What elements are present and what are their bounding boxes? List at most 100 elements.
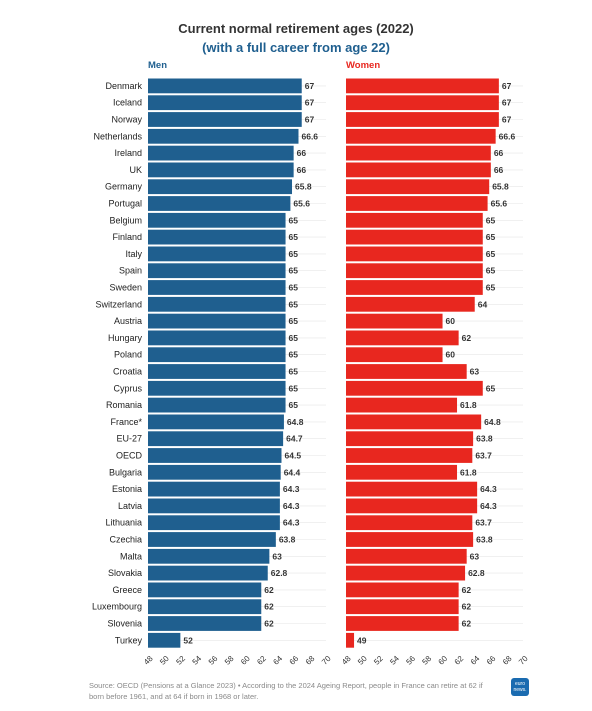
bar-men: [148, 179, 293, 195]
bar-women: [346, 616, 459, 631]
bar-women: [346, 95, 499, 111]
data-label: 65: [289, 283, 299, 293]
bar-men: [148, 616, 262, 631]
data-label: 62: [462, 619, 472, 629]
category-label: Bulgaria: [109, 467, 142, 477]
x-tick-label: 70: [320, 654, 333, 667]
data-label: 65: [289, 400, 299, 410]
bar-women: [346, 246, 483, 262]
data-label: 65.6: [491, 199, 508, 209]
bar-women: [346, 448, 473, 463]
category-label: Luxembourg: [92, 602, 142, 612]
x-tick-label: 70: [517, 654, 530, 667]
x-tick-label: 68: [501, 654, 514, 667]
data-label: 63.8: [476, 535, 493, 545]
data-label: 64.3: [283, 501, 300, 511]
bar-women: [346, 582, 459, 598]
data-label: 64.3: [480, 484, 497, 494]
data-label: 62: [462, 333, 472, 343]
bar-women: [346, 112, 499, 127]
bar-women: [346, 532, 474, 547]
bar-men: [148, 464, 281, 480]
category-label: OECD: [116, 451, 143, 461]
bar-men: [148, 212, 286, 228]
bar-women: [346, 565, 466, 581]
data-label: 63: [470, 551, 480, 561]
x-tick-label: 64: [271, 654, 284, 667]
bar-women: [346, 380, 483, 396]
bar-men: [148, 95, 302, 111]
chart-title: Current normal retirement ages (2022): [178, 21, 414, 36]
category-label: Lithuania: [105, 518, 142, 528]
bar-women: [346, 548, 467, 564]
data-label: 66.6: [301, 131, 318, 141]
bar-women: [346, 78, 499, 94]
bar-women: [346, 599, 459, 615]
category-label: Cyprus: [113, 383, 142, 393]
category-label: Czechia: [109, 535, 142, 545]
bar-men: [148, 145, 294, 161]
data-label: 64.3: [283, 484, 300, 494]
data-label: 65.8: [295, 182, 312, 192]
category-label: Ireland: [114, 148, 142, 158]
x-tick-label: 48: [142, 654, 155, 667]
bar-women: [346, 330, 459, 346]
bar-women: [346, 481, 478, 497]
bar-women: [346, 347, 443, 363]
x-tick-label: 54: [191, 654, 204, 667]
category-label: Norway: [111, 115, 142, 125]
source-note: Source: OECD (Pensions at a Glance 2023)…: [89, 681, 483, 701]
data-label: 65: [289, 215, 299, 225]
data-label: 67: [305, 81, 315, 91]
data-label: 63: [470, 367, 480, 377]
data-label: 49: [357, 635, 367, 645]
bar-men: [148, 229, 286, 245]
data-label: 62: [462, 585, 472, 595]
x-tick-label: 56: [404, 654, 417, 667]
category-label: Germany: [105, 182, 143, 192]
x-tick-label: 50: [158, 654, 171, 667]
data-label: 65: [486, 249, 496, 259]
bar-men: [148, 280, 286, 295]
category-label: Austria: [114, 316, 142, 326]
bar-women: [346, 414, 482, 430]
data-label: 65: [486, 383, 496, 393]
data-label: 64.5: [285, 451, 302, 461]
category-label: UK: [129, 165, 142, 175]
bar-women: [346, 498, 478, 514]
data-label: 63: [272, 551, 282, 561]
data-label: 63.7: [475, 451, 492, 461]
data-label: 61.8: [460, 467, 477, 477]
data-label: 65: [289, 232, 299, 242]
euronews-logo: euro news.: [511, 678, 529, 696]
data-label: 62: [264, 585, 274, 595]
bar-men: [148, 599, 262, 615]
x-tick-label: 54: [388, 654, 401, 667]
bar-men: [148, 498, 280, 514]
data-label: 65: [486, 266, 496, 276]
bar-men: [148, 532, 276, 547]
bar-men: [148, 431, 284, 447]
data-label: 60: [446, 350, 456, 360]
bar-women: [346, 364, 467, 379]
data-label: 65.8: [492, 182, 509, 192]
x-tick-label: 64: [469, 654, 482, 667]
data-label: 62: [264, 602, 274, 612]
bar-men: [148, 296, 286, 312]
x-tick-label: 60: [239, 654, 252, 667]
bar-women: [346, 515, 473, 531]
bar-men: [148, 196, 291, 211]
bar-women: [346, 145, 491, 161]
bar-men: [148, 481, 280, 497]
data-label: 64.7: [286, 434, 303, 444]
category-label: Greece: [112, 585, 142, 595]
data-label: 66: [297, 165, 307, 175]
x-tick-label: 48: [340, 654, 353, 667]
data-label: 64.3: [283, 518, 300, 528]
category-label: Romania: [106, 400, 142, 410]
bar-men: [148, 565, 268, 581]
bar-men: [148, 313, 286, 329]
x-tick-label: 58: [223, 654, 236, 667]
data-label: 65: [289, 316, 299, 326]
chart-subtitle: (with a full career from age 22): [202, 40, 390, 55]
